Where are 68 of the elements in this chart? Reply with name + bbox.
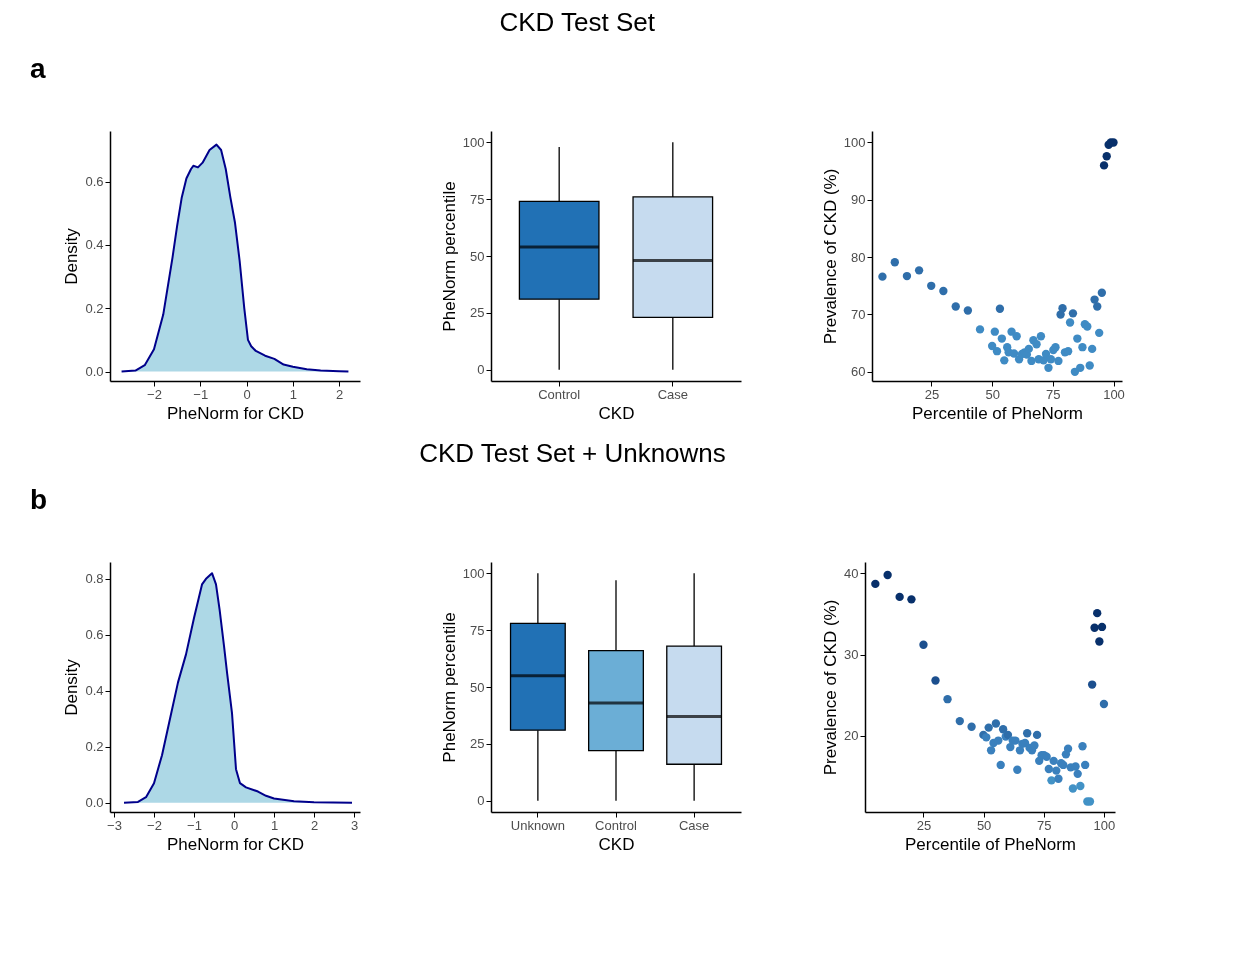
y-tick-label: 0.0 [85,364,104,380]
x-tick-label: 2 [310,817,319,833]
text: a [30,53,46,84]
y-tick-label: 60 [851,364,866,380]
x-tick-label: 1 [289,386,297,402]
x-tick-label: 3 [350,817,359,833]
y-tick-label: 80 [851,249,866,265]
x-tick-label: Case [678,817,710,833]
x-tick-label: Unknown [510,817,565,833]
x-tick-label: 100 [1103,386,1125,402]
text: b [30,484,48,515]
x-axis-title: Percentile of PheNorm [904,834,1077,854]
x-tick-label: −1 [187,817,202,833]
y-tick-label: 25 [470,736,485,752]
y-tick-label: 40 [844,565,859,581]
x-axis-title: PheNorm for CKD [167,834,304,854]
x-tick-label: −1 [193,386,209,402]
y-tick-label: 0.2 [85,739,104,755]
y-tick-label: 0.0 [85,795,104,811]
y-axis-title: PheNorm percentile [439,612,459,763]
y-tick-label: 0.4 [85,237,104,253]
x-tick-label: −3 [107,817,122,833]
y-axis-title: Density [62,658,82,716]
y-axis-title: Density [62,227,82,285]
x-tick-label: 0 [243,386,251,402]
y-tick-label: 0.8 [85,571,104,587]
y-tick-label: 0 [477,362,485,378]
y-tick-label: 20 [844,728,859,744]
x-tick-label: 0 [230,817,239,833]
x-tick-label: 75 [1046,386,1061,402]
x-tick-label: 25 [924,386,940,402]
x-tick-label: 75 [1037,817,1052,833]
x-tick-label: 2 [336,386,344,402]
x-axis-title: PheNorm for CKD [167,403,304,423]
x-tick-label: 50 [985,386,1000,402]
x-axis-title: CKD [598,834,635,854]
y-tick-label: 30 [844,647,859,663]
chart-title: CKD Test Set [499,7,656,37]
y-axis-title: Prevalence of CKD (%) [821,599,841,776]
y-tick-label: 100 [843,134,866,150]
chart-title: CKD Test Set + Unknowns [419,438,726,468]
x-tick-label: 50 [976,817,992,833]
x-tick-label: 1 [270,817,279,833]
y-tick-label: 100 [462,565,485,581]
x-tick-label: −2 [147,386,162,402]
y-tick-label: 0 [477,793,485,809]
y-tick-label: 100 [462,134,485,150]
y-tick-label: 50 [470,679,485,695]
x-tick-label: −2 [147,817,162,833]
y-tick-label: 70 [851,306,866,322]
y-tick-label: 0.2 [85,300,104,316]
y-tick-label: 75 [470,622,485,638]
y-axis-title: PheNorm percentile [439,181,459,332]
y-tick-label: 25 [470,305,485,321]
y-tick-label: 0.4 [85,683,104,699]
x-axis-title: CKD [598,403,635,423]
y-tick-label: 50 [470,248,485,264]
y-tick-label: 75 [470,191,485,207]
y-tick-label: 90 [851,192,866,208]
x-tick-label: Case [657,386,688,402]
x-tick-label: Control [595,817,638,833]
y-axis-title: Prevalence of CKD (%) [820,168,840,345]
y-tick-label: 0.6 [85,174,104,190]
y-tick-label: 0.6 [85,627,104,643]
x-axis-title: Percentile of PheNorm [911,403,1084,423]
x-tick-label: Control [538,386,581,402]
x-tick-label: 25 [916,817,932,833]
x-tick-label: 100 [1093,817,1116,833]
